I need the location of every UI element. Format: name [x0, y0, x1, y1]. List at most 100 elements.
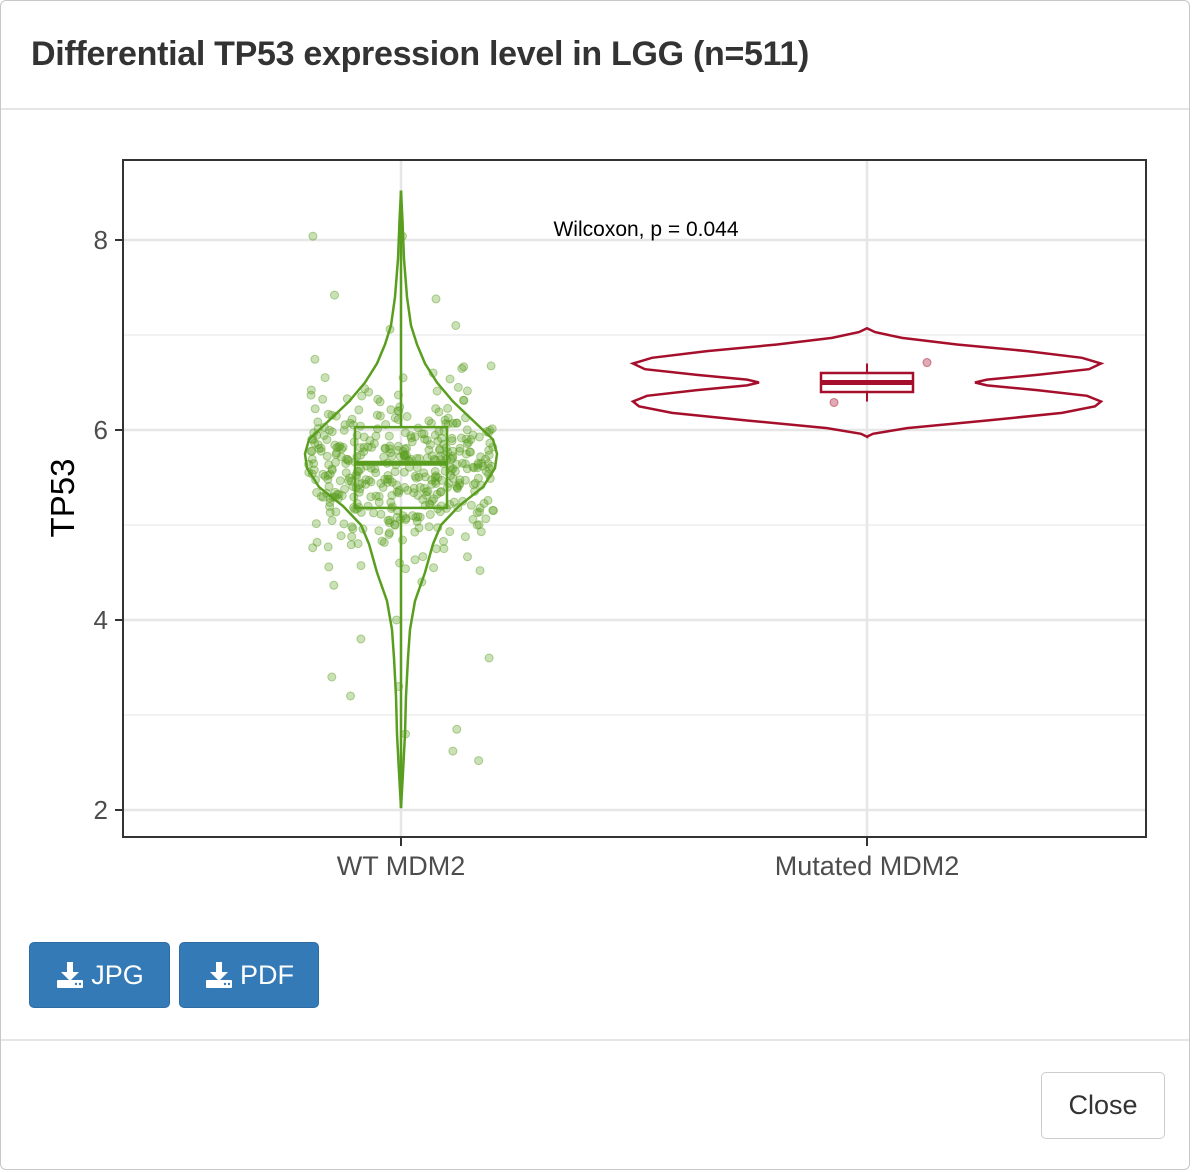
data-point [454, 480, 464, 490]
data-point [468, 430, 478, 440]
download-jpg-button[interactable]: JPG [29, 942, 170, 1008]
data-point [356, 561, 366, 571]
data-point [443, 403, 453, 413]
data-point [486, 361, 496, 371]
data-point [308, 543, 318, 553]
data-point [412, 516, 422, 526]
box-wt [353, 425, 449, 510]
data-point [377, 536, 387, 546]
data-point [452, 481, 462, 491]
data-point [452, 418, 462, 428]
data-point [487, 424, 497, 434]
data-point [387, 451, 397, 461]
data-point [477, 458, 487, 468]
data-point [420, 434, 430, 444]
download-icon [206, 962, 232, 988]
data-point [325, 502, 335, 511]
data-point [430, 430, 440, 440]
data-point [357, 391, 367, 401]
data-point [469, 463, 479, 473]
data-point [481, 514, 491, 524]
data-point [384, 431, 394, 441]
data-point [341, 468, 351, 478]
data-point [419, 429, 429, 439]
data-point [400, 449, 410, 459]
data-point [402, 443, 411, 453]
data-point [320, 471, 330, 481]
data-point [922, 358, 932, 368]
data-point [475, 566, 485, 576]
data-point [357, 478, 367, 488]
download-icon [57, 962, 84, 988]
data-point [459, 395, 468, 405]
data-point [436, 451, 445, 461]
data-point [395, 558, 405, 568]
data-point [445, 374, 455, 384]
data-point [365, 436, 375, 446]
data-point [374, 492, 384, 501]
data-point [390, 413, 400, 423]
data-point [425, 440, 435, 450]
data-point [327, 672, 337, 682]
data-point [374, 497, 384, 507]
data-point [369, 439, 379, 449]
data-point [424, 522, 434, 532]
y-tick-label: 8 [94, 225, 108, 255]
data-point [327, 464, 337, 474]
data-point [366, 477, 376, 487]
data-point [419, 468, 429, 478]
data-point [829, 397, 839, 407]
data-point [468, 514, 478, 524]
data-point [318, 394, 328, 404]
data-point [378, 482, 388, 492]
data-point [407, 437, 417, 447]
data-point [422, 453, 432, 463]
data-point [400, 482, 410, 492]
download-pdf-button[interactable]: PDF [179, 942, 319, 1008]
data-point [455, 475, 465, 485]
data-point [415, 512, 425, 522]
data-point [323, 474, 333, 484]
data-point [353, 539, 363, 549]
data-point [463, 552, 472, 562]
data-point [433, 436, 443, 446]
data-point [484, 653, 494, 663]
data-point [310, 404, 320, 414]
data-point [449, 497, 459, 507]
data-point [453, 382, 463, 392]
data-point [376, 478, 386, 488]
x-tick-label: Mutated MDM2 [775, 851, 960, 881]
data-point [375, 411, 385, 421]
data-point [399, 450, 409, 460]
data-point [400, 428, 410, 438]
data-point [348, 524, 358, 534]
data-point [400, 444, 410, 454]
data-point [427, 451, 437, 461]
plot-panel [123, 160, 1146, 837]
data-point [411, 512, 421, 522]
data-point [424, 445, 434, 455]
data-point [448, 453, 457, 463]
data-point [311, 519, 321, 529]
data-point [411, 473, 421, 483]
data-point [451, 321, 461, 330]
data-point [489, 506, 498, 516]
data-point [453, 484, 462, 493]
data-point [402, 450, 411, 460]
data-point [330, 440, 340, 450]
data-point [430, 467, 440, 476]
data-point [322, 451, 332, 461]
data-point [460, 532, 470, 542]
data-point [436, 487, 446, 496]
data-point [406, 433, 416, 443]
data-point [347, 414, 357, 424]
data-point [364, 475, 374, 485]
data-point [473, 458, 483, 468]
data-point [306, 385, 316, 395]
close-button[interactable]: Close [1041, 1072, 1165, 1139]
data-point [345, 418, 355, 428]
data-point [390, 520, 400, 530]
data-point [459, 395, 469, 405]
data-point [488, 505, 498, 515]
data-point [420, 472, 430, 482]
